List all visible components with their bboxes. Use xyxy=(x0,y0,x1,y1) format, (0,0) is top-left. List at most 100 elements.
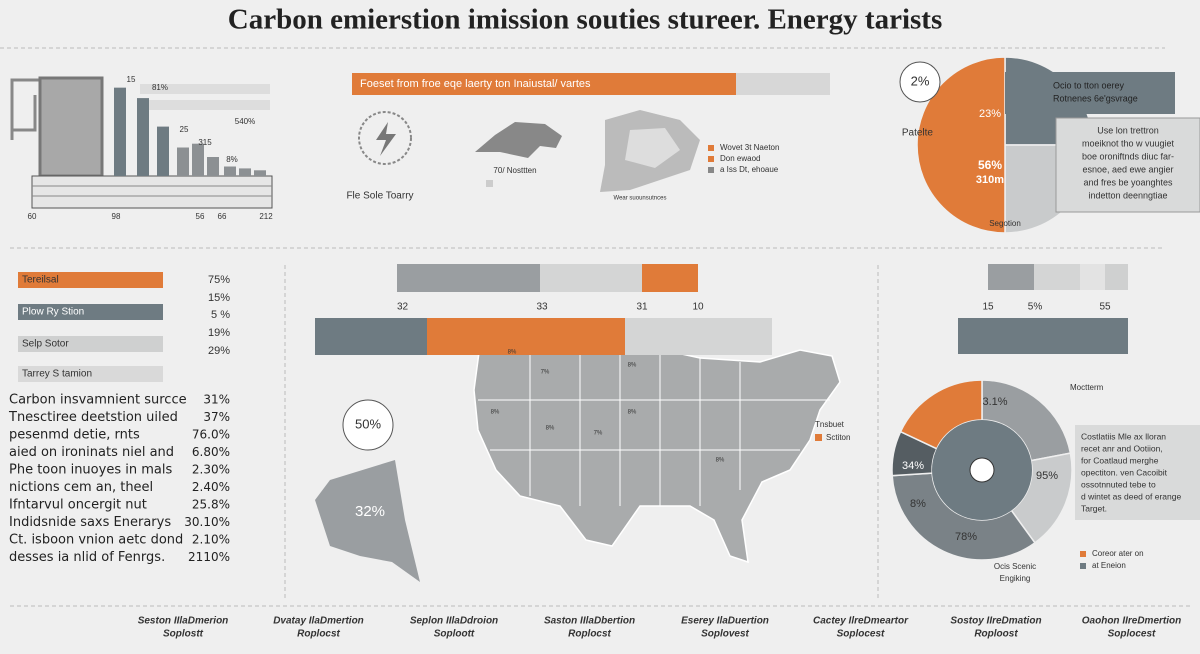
pie-label: 56% xyxy=(978,158,1002,172)
row-value: 6.80% xyxy=(192,445,230,459)
footer-sub: Soplocest xyxy=(837,629,885,640)
bar-label: 55 xyxy=(1099,302,1111,313)
donut-label: 8% xyxy=(910,498,926,510)
footer-sub: Soplostt xyxy=(163,629,204,640)
row-label: Ct. isboon vnion aetc dond xyxy=(9,533,183,548)
pie-label: 2% xyxy=(911,73,930,88)
callout-text: Costlatiis Mle ax lloran xyxy=(1081,431,1166,441)
bar-segment xyxy=(625,318,772,355)
swatch xyxy=(486,180,493,187)
state-label: 8% xyxy=(508,350,517,356)
grid-box xyxy=(31,175,273,209)
bar-label: 25 xyxy=(180,125,189,134)
donut-label: Moctterm xyxy=(1070,383,1104,392)
map-label: 32% xyxy=(355,503,385,520)
banner-tail xyxy=(736,73,830,95)
footer-sub: Soploott xyxy=(434,629,475,640)
axis-label: 98 xyxy=(112,212,121,221)
legend: Wovet 3t Naeton Don ewaod a Iss Dt, ehoa… xyxy=(708,143,779,174)
bar-label: 5% xyxy=(1028,302,1043,313)
region-map xyxy=(625,128,680,168)
legend-label: Don ewaod xyxy=(720,154,760,163)
legend-label: at Eneion xyxy=(1092,561,1126,570)
value-label: 19% xyxy=(208,327,230,339)
legend-label: Sctiton xyxy=(826,433,850,442)
hub-icon xyxy=(969,457,995,483)
bar-label: 31 xyxy=(636,302,648,313)
animal-icon xyxy=(475,122,562,158)
bar-label: 315 xyxy=(198,138,212,147)
state-label: 8% xyxy=(491,410,500,416)
bar xyxy=(207,157,219,176)
row-value: 31% xyxy=(203,393,230,407)
bar-label: 15 xyxy=(127,75,136,84)
bar xyxy=(137,98,149,176)
swatch xyxy=(815,434,822,441)
info-box xyxy=(1005,72,1175,114)
bar-segment xyxy=(1105,264,1128,290)
row-label: Phe toon inuoyes in mals xyxy=(9,463,172,478)
footer-title: Eserey IlaDuertion xyxy=(681,616,769,627)
row-label: nictions cem an, theel xyxy=(9,480,153,495)
callout-text: esnoe, aed ewe angier xyxy=(1082,164,1173,174)
row-label: aied on ironinats niel and xyxy=(9,445,174,460)
row-label: Carbon insvamnient surcce xyxy=(9,393,187,408)
value-label: 75% xyxy=(208,274,230,286)
state-label: 8% xyxy=(716,458,725,464)
slice xyxy=(916,56,1006,234)
swatch xyxy=(1080,563,1086,569)
donut-label: 95% xyxy=(1036,470,1058,482)
donut-label: 34% xyxy=(902,460,924,472)
row-label: Ifntarvul oncergit nut xyxy=(9,498,147,513)
footer-title: Saston IIlaDbertion xyxy=(544,616,635,627)
callout-text: opectiton. ven Cacoibit xyxy=(1081,467,1168,477)
row-label: Tnesctiree deetstion uiled xyxy=(8,410,178,425)
callout-text: and fres be yoanghtes xyxy=(1083,177,1173,187)
callout-text: indetton deenngtiae xyxy=(1088,190,1167,200)
footer-title: Oaohon IIreDmertion xyxy=(1082,616,1181,627)
donut-label: 3.1% xyxy=(982,396,1007,408)
map-label: 50% xyxy=(355,416,381,431)
legend-label: a Iss Dt, ehoaue xyxy=(720,165,779,174)
row-label: Indidsnide saxs Enerarys xyxy=(9,515,171,530)
swatch xyxy=(1080,551,1086,557)
bar xyxy=(239,168,251,176)
row-value: 25.8% xyxy=(192,498,230,512)
callout-text: d wintet as deed of erange xyxy=(1081,491,1181,501)
row-value: 2.30% xyxy=(192,463,230,477)
bar-segment xyxy=(1034,264,1080,290)
state-label: 8% xyxy=(546,426,555,432)
value-label: 15% xyxy=(208,292,230,304)
legend-bar xyxy=(18,304,163,320)
row-value: 2110% xyxy=(188,550,230,564)
state-borders xyxy=(478,345,830,506)
bar xyxy=(157,126,169,176)
state-label: 7% xyxy=(541,370,550,376)
callout-text: ossotnnuted tebe to xyxy=(1081,479,1156,489)
bar-label: 10 xyxy=(692,302,704,313)
bar-segment xyxy=(988,264,1034,290)
legend-label: Wovet 3t Naeton xyxy=(720,143,779,152)
bar-segment xyxy=(427,318,625,355)
bar-label: 81% xyxy=(152,83,168,92)
caption: Wear suounsutnces xyxy=(614,196,667,202)
callout-text: for Coatlaud merghe xyxy=(1081,455,1159,465)
state-label: 8% xyxy=(628,363,637,369)
legend-label: Coreor ater on xyxy=(1092,549,1144,558)
bolt-icon xyxy=(376,122,396,156)
legend-label: Tereilsal xyxy=(22,275,59,286)
gear-icon xyxy=(358,111,412,165)
pie-label: 310m xyxy=(976,174,1004,186)
callout-text: boe oroniftnds diuc far- xyxy=(1082,151,1174,161)
banner-text: Foeset from froe eqe laerty ton Inaiusta… xyxy=(360,78,591,90)
callout xyxy=(1055,117,1200,213)
legend-label: Tnsbuet xyxy=(815,420,845,429)
box-text: Ocio to tton oerey xyxy=(1053,80,1125,90)
bar-label: 15 xyxy=(982,302,994,313)
callout-text: Use lon trettron xyxy=(1097,125,1159,135)
bar xyxy=(254,170,266,176)
state-label: 7% xyxy=(594,431,603,437)
bar xyxy=(177,147,189,176)
row-value: 37% xyxy=(203,410,230,424)
